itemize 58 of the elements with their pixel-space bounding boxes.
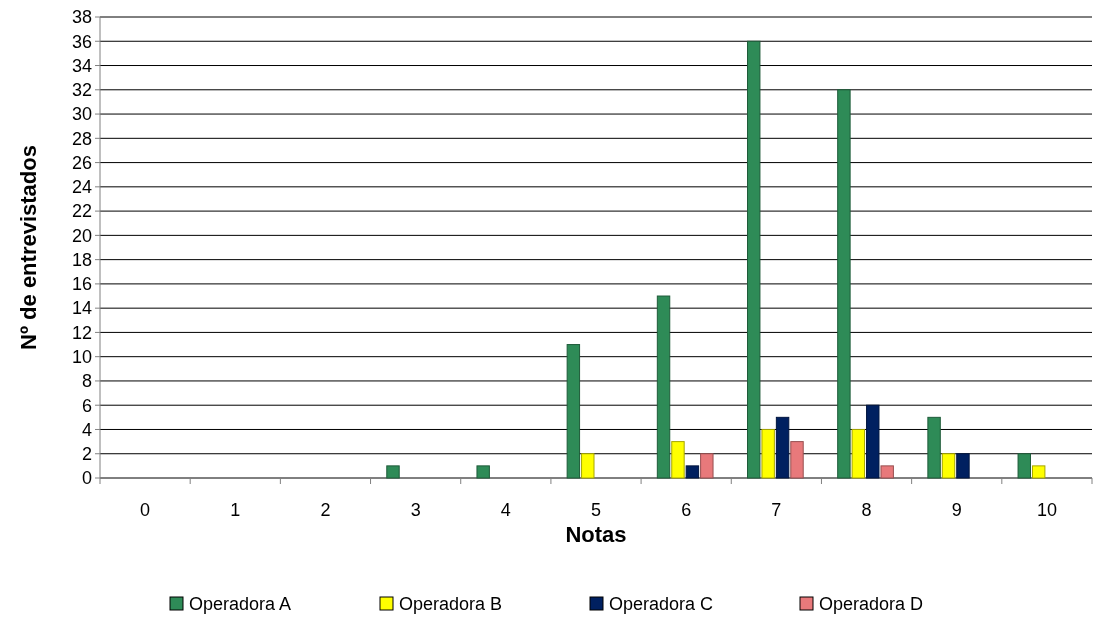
y-tick-label: 0 (81, 468, 92, 489)
y-tick-label: 22 (71, 201, 92, 222)
bar (761, 428, 775, 479)
legend-label: Operadora D (819, 594, 924, 615)
y-axis-title: Nº de entrevistados (16, 145, 41, 350)
x-tick-label: 0 (140, 500, 151, 520)
x-tick-label: 7 (771, 500, 782, 520)
bar (386, 465, 400, 479)
bar (747, 40, 761, 479)
bar (671, 441, 685, 479)
bar (685, 465, 700, 479)
x-tick-label: 2 (320, 500, 331, 520)
bar (775, 416, 790, 479)
x-tick-label: 4 (500, 500, 511, 520)
y-tick-label: 6 (81, 395, 92, 416)
legend-label: Operadora C (609, 594, 714, 615)
bar (566, 344, 581, 479)
bar (790, 441, 804, 479)
x-tick-label: 8 (861, 500, 872, 520)
y-tick-label: 34 (71, 55, 92, 76)
y-tick-label: 38 (71, 7, 92, 28)
bar (700, 453, 714, 479)
y-tick-label: 18 (71, 249, 92, 270)
y-tick-label: 26 (71, 152, 92, 173)
bar (1031, 465, 1046, 479)
y-tick-label: 30 (71, 104, 92, 125)
bar (927, 416, 941, 479)
y-tick-label: 14 (71, 298, 92, 319)
bar (1017, 453, 1031, 479)
y-tick-label: 8 (81, 371, 92, 392)
x-tick-label: 3 (410, 500, 421, 520)
y-tick-label: 24 (71, 177, 92, 198)
x-tick-label: 9 (951, 500, 962, 520)
bar (656, 295, 671, 479)
y-tick-label: 32 (71, 80, 92, 101)
x-tick-label: 10 (1036, 500, 1057, 520)
y-tick-label: 20 (71, 225, 92, 246)
bar (476, 465, 490, 479)
x-tick-label: 6 (681, 500, 692, 520)
x-tick-label: 5 (590, 500, 602, 520)
y-tick-label: 36 (71, 31, 92, 52)
legend-label: Operadora B (399, 594, 503, 615)
bar (941, 453, 956, 479)
y-tick-label: 4 (81, 419, 92, 440)
y-tick-label: 2 (81, 444, 92, 465)
y-tick-label: 10 (71, 346, 92, 367)
x-axis-title: Notas (565, 522, 627, 547)
y-tick-label: 16 (71, 274, 92, 295)
y-tick-label: 28 (71, 128, 92, 149)
y-tick-label: 12 (71, 322, 92, 343)
bar (851, 428, 866, 479)
bar (866, 404, 880, 479)
legend-label: Operadora A (189, 594, 292, 615)
bar (956, 453, 970, 479)
bar (837, 89, 851, 479)
bar (581, 453, 595, 479)
x-tick-label: 1 (230, 500, 241, 520)
bar (880, 465, 894, 479)
